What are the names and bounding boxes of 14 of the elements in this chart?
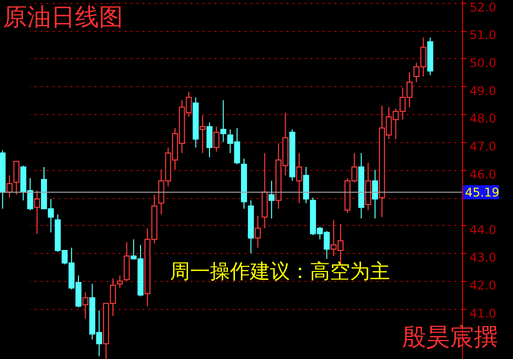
y-tick-label: 43.0 bbox=[470, 250, 496, 265]
y-tick-label: 46.0 bbox=[470, 167, 496, 182]
y-tick-label: 51.0 bbox=[470, 28, 496, 42]
y-tick-label: 44.0 bbox=[470, 222, 496, 237]
y-tick-label: 48.0 bbox=[470, 112, 496, 126]
y-tick-label: 41.0 bbox=[470, 306, 496, 320]
y-tick-label: 50.0 bbox=[470, 56, 496, 70]
ref-line-label: 45.19 bbox=[465, 185, 500, 200]
y-tick-label: 52.0 bbox=[470, 0, 496, 14]
y-tick-label: 49.0 bbox=[470, 84, 496, 98]
y-tick-label: 47.0 bbox=[470, 139, 496, 154]
y-tick-label: 42.0 bbox=[470, 278, 496, 293]
annotation: 周一操作建议：高空为主 bbox=[170, 259, 390, 283]
chart-title: 原油日线图 bbox=[3, 3, 123, 31]
